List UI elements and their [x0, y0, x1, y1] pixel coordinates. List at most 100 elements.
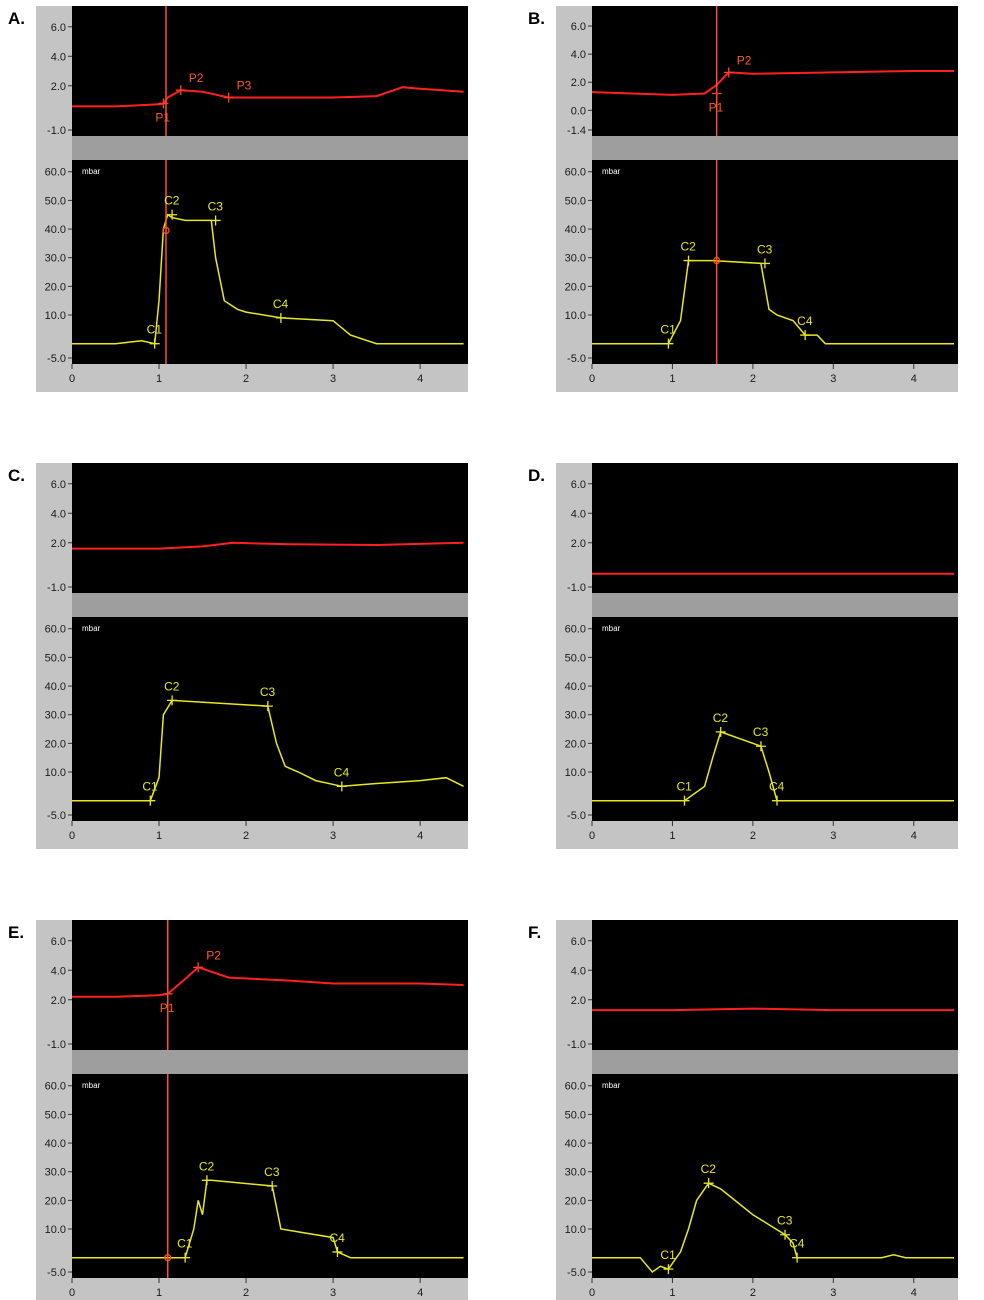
cuff-marker-label: C1: [142, 780, 158, 794]
cuff-marker-c3: [780, 1229, 791, 1240]
cuff-marker-label: C4: [329, 1231, 345, 1245]
cuff-marker-c1: [180, 1252, 191, 1263]
pressure-marker-p1: [162, 988, 173, 999]
frame-divider: [72, 593, 468, 617]
cuff-xtick-label: 0: [69, 1287, 75, 1299]
cuff-marker-label: C2: [681, 240, 697, 254]
cuff-marker-c3: [262, 701, 273, 712]
cuff-marker-c3: [759, 258, 770, 269]
cuff-ytick-label: 30.0: [565, 710, 586, 722]
cuff-ytick-label: 40.0: [565, 681, 586, 693]
frame-divider: [592, 593, 958, 617]
cuff-xtick-label: 4: [911, 830, 917, 842]
cuff-ytick-label: 60.0: [45, 624, 66, 636]
pressure-marker-p3: [223, 92, 234, 103]
pressure-marker-p2: [723, 67, 734, 78]
pressure-marker-p2: [175, 85, 186, 96]
panel-b: B. 6.04.02.00.0-1.4P1P2mbar60.050.040.030…: [528, 6, 958, 392]
cuff-series-line: [72, 699, 464, 802]
cuff-ytick-label: 30.0: [565, 253, 586, 265]
cuff-ytick-label: 60.0: [45, 1081, 66, 1093]
frame-divider: [72, 136, 468, 160]
cuff-xtick-label: 4: [911, 1287, 917, 1299]
cuff-marker-label: C1: [177, 1237, 193, 1251]
panel-d: D. 6.0 4.0 2.0 -1.0 mbar 60.0 50.0 40.0 30.0 20.0 1…: [528, 463, 958, 849]
cuff-marker-c2: [703, 1178, 714, 1189]
pressure-series-line: [591, 70, 954, 96]
cuff-xtick-label: 0: [589, 1287, 595, 1299]
panel-c: C. 6.0 4.0 2.0 -1.0 mbar 60.0 50.0 40.0 30.0 20.0 1…: [8, 463, 468, 849]
panel-letter: F.: [528, 923, 541, 942]
panel-letter: B.: [528, 9, 545, 28]
pressure-ytick-label: -1.0: [567, 1039, 586, 1051]
cuff-ytick-label: 10.0: [565, 767, 586, 779]
cuff-xtick-label: 2: [750, 373, 756, 385]
pressure-marker-label: P2: [189, 71, 204, 85]
cuff-xtick-label: 1: [669, 830, 675, 842]
cuff-xtick-label: 1: [156, 830, 162, 842]
cuff-marker-c4: [275, 312, 286, 323]
pressure-ytick-label: 4.0: [571, 965, 586, 977]
pressure-ytick-label: 2.0: [571, 995, 586, 1007]
cuff-marker-label: C3: [757, 242, 773, 256]
pressure-ytick-label: 4.0: [571, 49, 586, 61]
cuff-unit-label: mbar: [82, 624, 101, 633]
panel-letter: C.: [8, 466, 25, 485]
cuff-ytick-label: -5.0: [47, 353, 66, 365]
cuff-marker-label: C4: [797, 314, 813, 328]
cuff-ytick-label: 50.0: [45, 195, 66, 207]
cuff-xtick-label: 3: [330, 830, 336, 842]
cuff-series-line: [592, 730, 954, 802]
cuff-xtick-label: 3: [830, 830, 836, 842]
cuff-marker-label: C4: [789, 1237, 805, 1251]
cuff-ytick-label: 20.0: [565, 1195, 586, 1207]
cuff-marker-label: C1: [147, 323, 163, 337]
cuff-marker-c4: [336, 781, 347, 792]
cuff-ytick-label: -5.0: [567, 1267, 586, 1279]
cuff-marker-label: C3: [753, 725, 769, 739]
cuff-marker-c4: [772, 795, 783, 806]
cuff-ytick-label: -5.0: [567, 810, 586, 822]
cuff-marker-label: C1: [660, 323, 676, 337]
cuff-cursor-marker: [713, 256, 721, 265]
panel-e: E. 6.0 4.0 2.0 -1.0 P1 P2 mbar 60.0 50.0 40.0 30.0 2…: [8, 920, 468, 1300]
cuff-ytick-label: 30.0: [565, 1167, 586, 1179]
cuff-series-line: [592, 1182, 954, 1274]
cuff-xtick-label: 2: [750, 1287, 756, 1299]
pressure-marker-label: P1: [160, 1001, 175, 1015]
pressure-ytick-label: 2.0: [571, 77, 586, 89]
cuff-marker-c3: [267, 1181, 278, 1192]
cuff-plot-area: [592, 160, 958, 364]
cuff-marker-c4: [332, 1246, 343, 1257]
cuff-ytick-label: -5.0: [47, 810, 66, 822]
pressure-plot-area: [72, 463, 468, 593]
frame-divider: [72, 1050, 468, 1074]
pressure-ytick-label: -1.4: [567, 125, 586, 137]
pressure-ytick-label: -1.0: [47, 1039, 66, 1051]
pressure-ytick-label: 2.0: [51, 538, 66, 550]
cuff-plot-area: [72, 1074, 468, 1278]
cuff-ytick-label: 60.0: [565, 167, 586, 179]
pressure-ytick-label: -1.0: [47, 582, 66, 594]
cuff-xtick-label: 4: [417, 373, 423, 385]
cuff-marker-label: C2: [713, 711, 729, 725]
cuff-cursor-marker: [162, 226, 170, 235]
cuff-xtick-label: 1: [669, 1287, 675, 1299]
cuff-ytick-label: 10.0: [45, 1224, 66, 1236]
cuff-xtick-label: 4: [911, 373, 917, 385]
pressure-ytick-label: 4.0: [571, 508, 586, 520]
cuff-marker-label: C3: [208, 199, 224, 213]
pressure-ytick-label: -1.0: [567, 582, 586, 594]
cuff-ytick-label: 30.0: [45, 1167, 66, 1179]
cuff-marker-label: C3: [777, 1214, 793, 1228]
cuff-marker-c2: [167, 695, 178, 706]
pressure-ytick-label: 6.0: [51, 22, 66, 34]
pressure-ytick-label: 6.0: [51, 936, 66, 948]
frame-divider: [592, 136, 958, 160]
cuff-xtick-label: 3: [330, 1287, 336, 1299]
cuff-marker-c2: [683, 255, 694, 266]
cuff-marker-c1: [679, 795, 690, 806]
cuff-marker-label: C4: [769, 780, 785, 794]
pressure-ytick-label: 6.0: [571, 936, 586, 948]
cuff-xtick-label: 1: [669, 373, 675, 385]
